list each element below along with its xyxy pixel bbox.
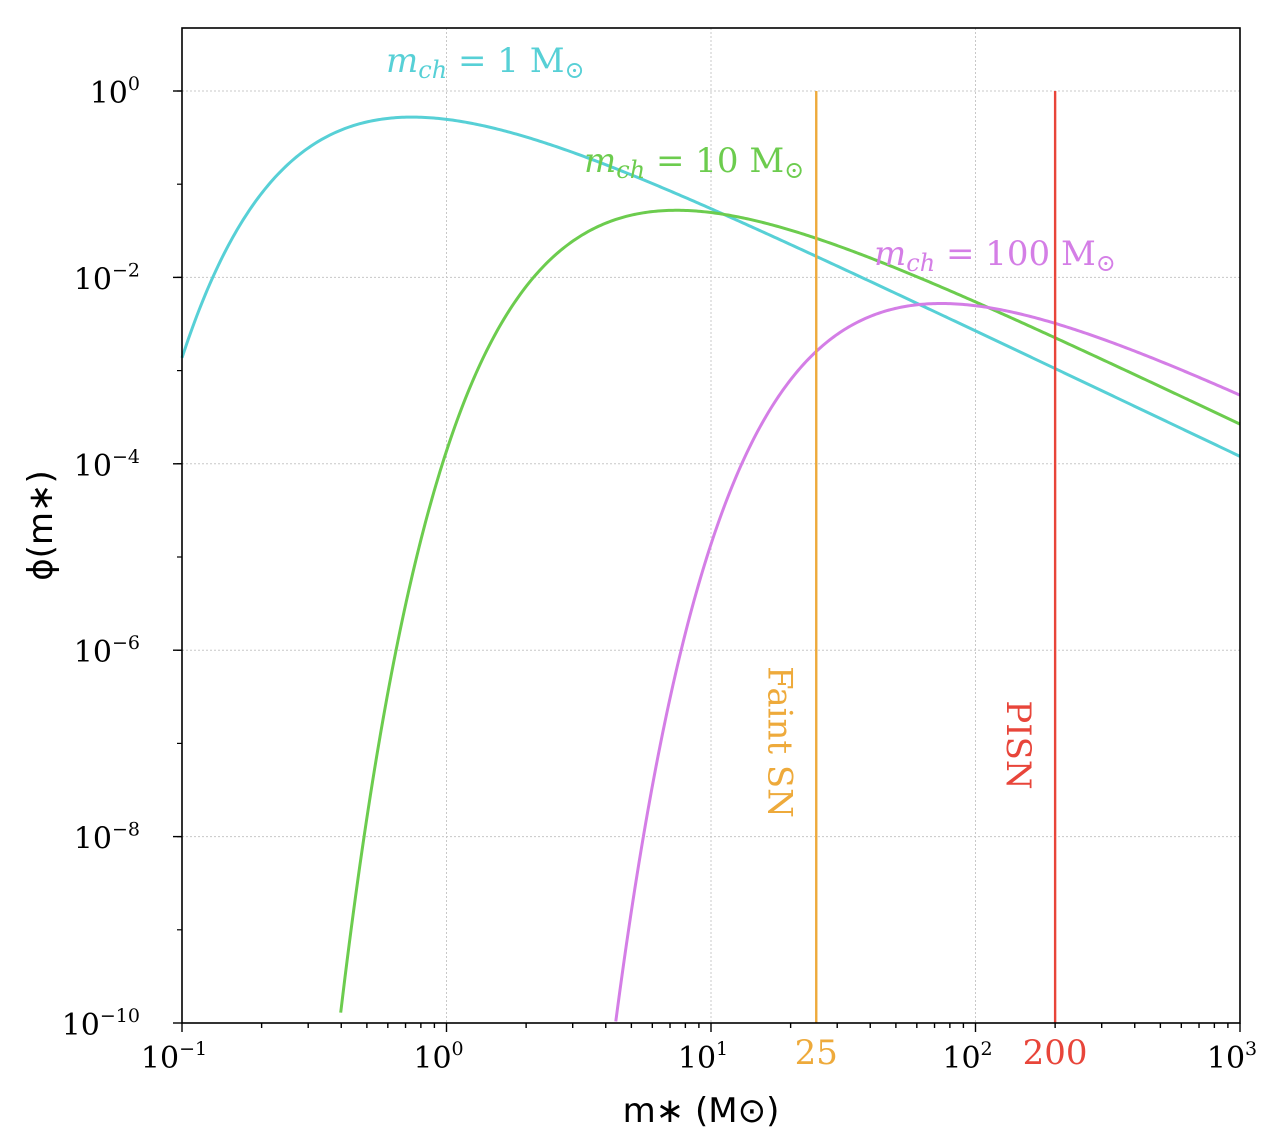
x-tick-label: 101 [678,1038,728,1076]
series-label-mch-100: mch = 100 M⊙ [874,234,1116,277]
x-tick-label: 103 [1207,1038,1257,1076]
y-tick-label: 10−8 [74,819,140,857]
vline-label-25: Faint SN [759,666,799,818]
x-tick-label: 10−1 [141,1038,207,1076]
vline-label-200: PISN [998,700,1038,789]
x-axis-label: m∗ (M⊙) [623,1091,780,1131]
ticks [173,90,1241,1032]
series-line-mch-100 [614,302,1241,1022]
y-tick-label: 10−6 [74,632,140,670]
labels: 10−1 100 101 102 103 100 10−2 10−4 10−6 10−8 10−10… [21,41,1257,1131]
y-tick-label: 100 [90,73,140,111]
vline-tick-label-200: 200 [1023,1033,1088,1073]
vertical-lines [815,91,1057,1023]
series-line-mch-1 [180,115,1241,458]
curves [180,115,1241,1022]
x-tick-label: 102 [942,1038,992,1076]
series-line-mch-10 [339,208,1241,1013]
y-tick-label: 10−10 [62,1005,140,1043]
series-label-mch-10: mch = 10 M⊙ [584,141,804,184]
y-tick-label: 10−4 [74,446,140,484]
vline-tick-label-25: 25 [795,1033,838,1073]
grid [182,28,1240,1023]
y-tick-label: 10−2 [74,259,140,297]
y-axis-label: ϕ(m∗) [21,470,61,581]
series-label-mch-1: mch = 1 M⊙ [386,41,585,84]
x-tick-label: 100 [413,1038,463,1076]
